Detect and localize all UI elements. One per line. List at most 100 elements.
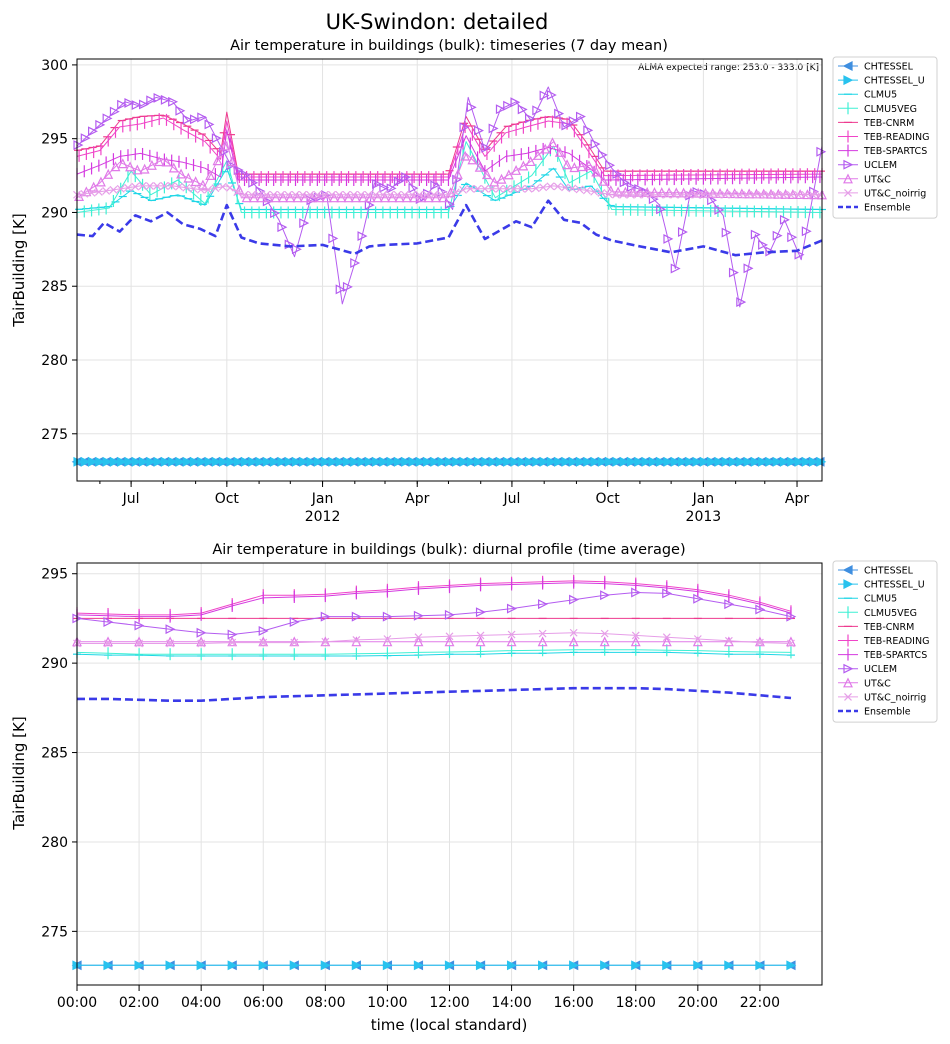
y-tick-label: 275 [41,924,68,940]
marker [699,190,708,199]
marker [735,190,744,199]
marker [165,624,176,635]
y-tick-label: 285 [41,746,68,762]
marker [597,149,608,160]
diurnal-legend: CHTESSEL CHTESSEL_U CLMU5 CLMU5VEG TEB-CNRM T… [832,560,938,723]
marker [714,190,722,199]
marker [240,456,251,467]
marker [677,227,688,238]
marker [750,190,759,199]
legend-item: CHTESSEL_U [838,75,925,87]
marker [400,190,409,199]
marker [135,639,144,648]
marker [196,627,207,638]
bottom-xlabel: time (local standard) [371,1016,528,1034]
y-tick-label: 295 [41,567,68,583]
legend-label: TEB-READING [863,132,929,143]
marker [335,456,346,467]
marker [255,190,264,199]
marker [554,108,565,119]
marker [190,176,201,187]
marker [475,636,486,647]
marker [146,95,157,106]
legend-item: UT&C [838,677,891,689]
legend-label: TEB-SPARTCS [863,650,927,661]
marker [327,190,336,199]
x-tick-label: 14:00 [491,995,531,1011]
marker [204,119,215,130]
series-teb-reading [76,574,792,621]
legend-label: CLMU5 [864,594,897,605]
marker [489,176,500,187]
marker [843,579,854,590]
marker [728,267,739,278]
marker [430,456,441,467]
marker [227,156,238,167]
marker [843,75,854,86]
legend-item: UT&C_noirrig [838,188,926,199]
marker [612,456,623,467]
marker [842,565,853,575]
marker [546,182,555,191]
marker [233,456,244,467]
y-tick-label: 280 [41,353,68,369]
legend-item: UT&C_noirrig [838,692,926,703]
marker [284,190,293,199]
marker [699,456,710,467]
marker [765,246,776,257]
marker [809,456,820,467]
marker [415,190,424,199]
marker [259,638,268,647]
marker [755,960,766,971]
marker [240,190,249,199]
marker [561,120,572,131]
marker [320,611,331,622]
marker [537,636,548,647]
marker [480,184,489,193]
marker [626,190,635,199]
marker [597,189,606,197]
marker [161,156,172,167]
marker [124,456,135,467]
legend-item: TEB-SPARTCS [838,144,927,157]
marker [298,190,307,199]
marker [104,639,112,648]
marker [619,177,630,188]
marker [321,456,332,467]
marker [561,456,572,467]
marker [787,232,798,243]
marker [291,456,302,467]
marker [139,163,150,174]
marker [73,456,84,467]
marker [786,960,797,971]
marker [525,113,535,124]
marker [110,161,121,172]
marker [168,162,179,173]
marker [475,960,486,971]
legend-label: TEB-SPARTCS [863,146,927,157]
marker [413,960,424,971]
marker [211,133,222,144]
marker [568,456,579,467]
marker [685,456,696,467]
legend-label: TEB-READING [863,636,929,647]
marker [168,96,179,107]
marker [117,158,128,169]
marker [600,629,609,638]
marker [277,222,288,233]
x-tick-label: Jul [122,491,140,507]
marker [247,190,256,199]
plot-frame [76,58,823,482]
legend-item: CHTESSEL_U [838,579,925,591]
marker [88,456,98,467]
marker [313,190,322,199]
marker [532,456,543,467]
marker [429,190,438,199]
marker [670,190,679,199]
series-line [76,199,823,257]
marker [843,663,854,674]
series-line [76,580,792,616]
marker [754,636,765,647]
marker [507,630,516,639]
marker [270,456,281,467]
